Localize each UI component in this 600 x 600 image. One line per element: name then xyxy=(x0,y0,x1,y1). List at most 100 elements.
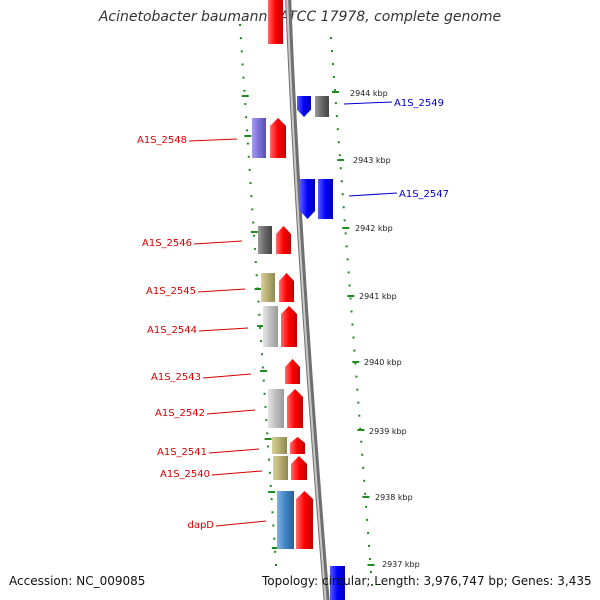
tick-dot xyxy=(344,232,347,235)
cds-reverse-bottom-partial xyxy=(330,566,345,600)
tick-dot xyxy=(351,323,354,326)
tick-major xyxy=(268,491,276,493)
tick-dot xyxy=(255,274,258,277)
cog-purple-a1s-2548 xyxy=(252,118,266,158)
tick-major xyxy=(342,227,350,229)
gene-label-a1s-2548[interactable]: A1S_2548 xyxy=(137,135,187,146)
tick-dot xyxy=(257,300,260,303)
gene-label-a1s-2544[interactable]: A1S_2544 xyxy=(147,325,197,336)
tick-dot xyxy=(250,195,253,198)
tick-dot xyxy=(241,63,244,66)
leader-line-a1s-2540 xyxy=(211,470,263,476)
cog-khaki-a1s-2545 xyxy=(261,273,275,302)
tick-dot xyxy=(274,550,277,553)
tick-dot xyxy=(330,50,333,53)
tick-dot xyxy=(264,405,267,408)
tick-major xyxy=(254,288,262,290)
leader-line-a1s-2546 xyxy=(193,240,243,245)
tick-dot xyxy=(272,524,275,527)
tick-dot xyxy=(369,557,372,560)
leader-line-a1s-2543 xyxy=(202,373,252,379)
cog-gray-a1s-2549 xyxy=(315,96,329,117)
tick-dot xyxy=(359,427,362,430)
tick-dot xyxy=(353,349,356,352)
gene-label-a1s-2542[interactable]: A1S_2542 xyxy=(155,408,205,419)
tick-major xyxy=(352,361,360,363)
cog-lightgray-a1s-2544 xyxy=(263,306,278,347)
tick-dot xyxy=(370,570,373,573)
tick-dot xyxy=(259,326,262,329)
tick-dot xyxy=(246,129,249,132)
tick-dot xyxy=(355,375,358,378)
tick-dot xyxy=(346,258,349,261)
tick-dot xyxy=(252,221,255,224)
tick-dot xyxy=(363,479,366,482)
tick-dot xyxy=(339,167,342,170)
leader-line-a1s-2547 xyxy=(348,192,398,197)
tick-dot xyxy=(243,89,246,92)
cds-forward-a1s-2548 xyxy=(270,118,286,158)
scale-label: 2938 kbp xyxy=(375,493,413,502)
tick-dot xyxy=(269,484,272,487)
tick-dot xyxy=(345,245,348,248)
tick-dot xyxy=(352,336,355,339)
leader-line-a1s-2548 xyxy=(188,138,238,142)
tick-major xyxy=(257,325,265,327)
tick-dot xyxy=(249,182,252,185)
gene-label-a1s-2541[interactable]: A1S_2541 xyxy=(157,447,207,458)
tick-dot xyxy=(271,511,274,514)
leader-line-a1s-2549 xyxy=(343,101,393,105)
cds-reverse-a1s-2549 xyxy=(297,96,311,117)
tick-major xyxy=(347,295,355,297)
tick-dot xyxy=(261,366,264,369)
tick-dot xyxy=(253,234,256,237)
inner-tick-track xyxy=(239,24,279,566)
cds-forward-a1s-2544 xyxy=(281,306,297,347)
cog-lightgray-a1s-2542 xyxy=(268,389,284,428)
gene-label-a1s-2543[interactable]: A1S_2543 xyxy=(151,372,201,383)
tick-dot xyxy=(364,492,367,495)
tick-dot xyxy=(251,208,254,211)
scale-label: 2944 kbp xyxy=(350,89,388,98)
tick-dot xyxy=(371,584,373,586)
cds-forward-dapd xyxy=(296,491,313,549)
tick-dot xyxy=(263,392,266,395)
tick-dot xyxy=(268,471,271,474)
tick-dot xyxy=(358,414,361,417)
label-layer: 2944 kbp 2943 kbp 2942 kbp 2941 kbp 2940 kbp… xyxy=(137,89,449,569)
tick-major xyxy=(241,95,249,97)
tick-major xyxy=(271,547,279,549)
leader-line-a1s-2545 xyxy=(197,288,246,293)
tick-dot xyxy=(267,458,270,461)
tick-dot xyxy=(267,445,270,448)
cog-khaki-a1s-2541 xyxy=(272,437,287,454)
gene-label-a1s-2547[interactable]: A1S_2547 xyxy=(399,189,449,200)
cds-forward-a1s-2545 xyxy=(279,273,294,302)
tick-dot xyxy=(254,261,257,264)
gene-label-a1s-2549[interactable]: A1S_2549 xyxy=(394,98,444,109)
tick-dot xyxy=(337,141,340,144)
gene-label-dapd[interactable]: dapD xyxy=(187,520,214,531)
gene-label-a1s-2540[interactable]: A1S_2540 xyxy=(160,469,210,480)
tick-dot xyxy=(242,76,245,79)
outer-tick-track xyxy=(330,37,375,586)
scale-label: 2943 kbp xyxy=(353,156,391,165)
cds-forward-a1s-2540 xyxy=(291,456,307,480)
tick-dot xyxy=(253,247,256,250)
tick-dot xyxy=(334,102,337,105)
tick-dot xyxy=(265,419,268,422)
backbone-highlight xyxy=(286,0,327,600)
tick-dot xyxy=(239,24,241,26)
tick-dot xyxy=(266,432,269,435)
tick-dot xyxy=(246,142,249,145)
tick-dot xyxy=(260,353,263,356)
gene-label-a1s-2546[interactable]: A1S_2546 xyxy=(142,238,192,249)
tick-major xyxy=(264,438,272,440)
cog-steelblue-dapd xyxy=(277,491,294,549)
gene-label-a1s-2545[interactable]: A1S_2545 xyxy=(146,286,196,297)
tick-dot xyxy=(240,50,243,53)
scale-label: 2942 kbp xyxy=(355,224,393,233)
tick-major xyxy=(362,496,370,498)
